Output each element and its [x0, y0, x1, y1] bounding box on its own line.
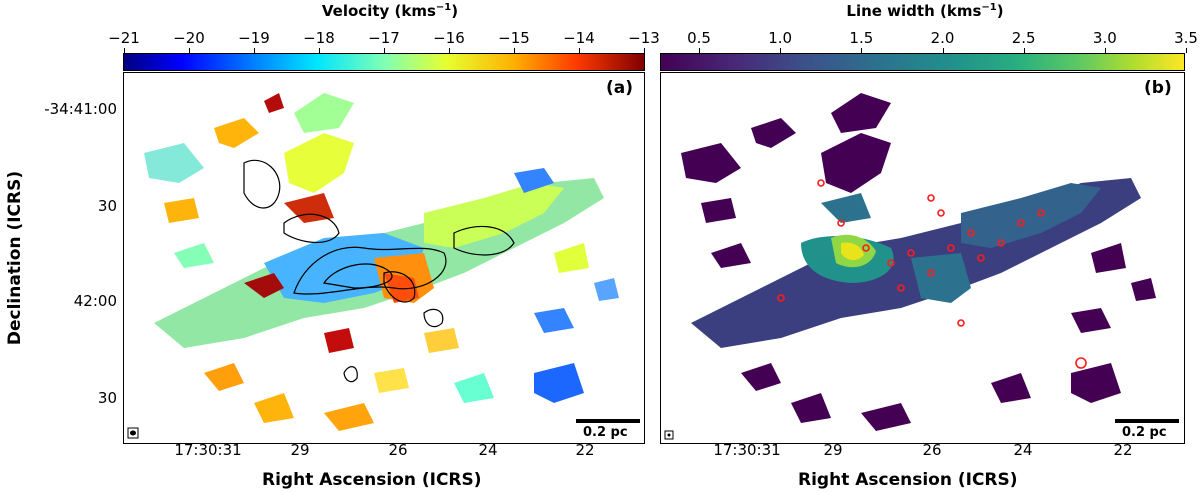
tick-mark	[514, 48, 515, 53]
tick-mark	[124, 48, 125, 53]
linewidth-map	[664, 93, 1179, 440]
tick-mark	[861, 48, 863, 53]
ra-tick-label: 29	[290, 441, 310, 459]
tick-mark	[644, 48, 645, 53]
velocity-emission	[144, 93, 619, 431]
tick-mark	[1023, 48, 1025, 53]
velocity-scalebar-label: 0.2 pc	[583, 425, 628, 440]
linewidth-tick-label: 0.5	[687, 29, 711, 47]
ra-tick-label: 17:30:31	[174, 441, 242, 459]
ra-tick-label: 29	[823, 441, 843, 459]
tick-mark	[1186, 48, 1187, 53]
right-x-axis-label: Right Ascension (ICRS)	[798, 470, 1018, 490]
velocity-map	[127, 93, 640, 439]
ra-tick-label: 17:30:31	[713, 441, 781, 459]
tick-mark	[780, 48, 782, 53]
ra-tick-label: 24	[478, 441, 498, 459]
ra-tick-label: 22	[575, 441, 595, 459]
linewidth-tick-label: 3.5	[1174, 29, 1198, 47]
tick-mark	[189, 48, 190, 53]
dec-tick-label: 42:00	[73, 292, 117, 310]
linewidth-scalebar-label: 0.2 pc	[1122, 425, 1167, 440]
tick-mark	[319, 48, 320, 53]
tick-mark	[449, 48, 450, 53]
velocity-tick-label: −19	[238, 29, 270, 47]
panel-b-label: (b)	[1144, 78, 1172, 98]
linewidth-colorbar	[660, 53, 1185, 71]
dec-tick-label: 30	[97, 197, 117, 215]
velocity-tick-label: −21	[108, 29, 140, 47]
dec-tick-label: 30	[97, 389, 117, 407]
linewidth-tick-label: 1.5	[849, 29, 874, 47]
velocity-tick-label: −16	[433, 29, 465, 47]
velocity-tick-label: −15	[498, 29, 530, 47]
velocity-tick-label: −20	[173, 29, 205, 47]
velocity-colorbar	[123, 53, 645, 71]
velocity-colorbar-title: Velocity (kms−1)	[321, 2, 459, 20]
linewidth-tick-label: 2.0	[930, 29, 955, 47]
ra-tick-label: 24	[1013, 441, 1033, 459]
linewidth-emission	[681, 93, 1156, 431]
beam-marker-b	[664, 430, 674, 440]
y-axis-label: Declination (ICRS)	[5, 170, 25, 346]
beam-marker	[127, 427, 139, 439]
ra-tick-label: 26	[922, 441, 942, 459]
tick-mark	[254, 48, 255, 53]
tick-mark	[1104, 48, 1106, 53]
left-x-axis-label: Right Ascension (ICRS)	[262, 470, 482, 490]
velocity-tick-label: −13	[628, 29, 660, 47]
ra-tick-label: 26	[388, 441, 408, 459]
linewidth-scalebar	[1115, 419, 1179, 423]
source-markers	[777, 179, 1087, 369]
velocity-tick-label: −17	[368, 29, 400, 47]
velocity-tick-label: −18	[303, 29, 335, 47]
ra-tick-label: 22	[1113, 441, 1133, 459]
tick-mark	[942, 48, 944, 53]
tick-mark	[579, 48, 580, 53]
velocity-tick-label: −14	[563, 29, 595, 47]
dec-tick-label: -34:41:00	[44, 100, 117, 118]
linewidth-tick-label: 3.0	[1092, 29, 1117, 47]
linewidth-tick-label: 2.5	[1011, 29, 1036, 47]
linewidth-tick-label: 1.0	[768, 29, 793, 47]
dust-contours	[243, 159, 515, 383]
tick-mark	[699, 48, 700, 53]
velocity-scalebar	[576, 419, 640, 423]
linewidth-colorbar-title: Line width (kms−1)	[846, 2, 1004, 20]
panel-a-label: (a)	[606, 78, 634, 98]
tick-mark	[384, 48, 385, 53]
